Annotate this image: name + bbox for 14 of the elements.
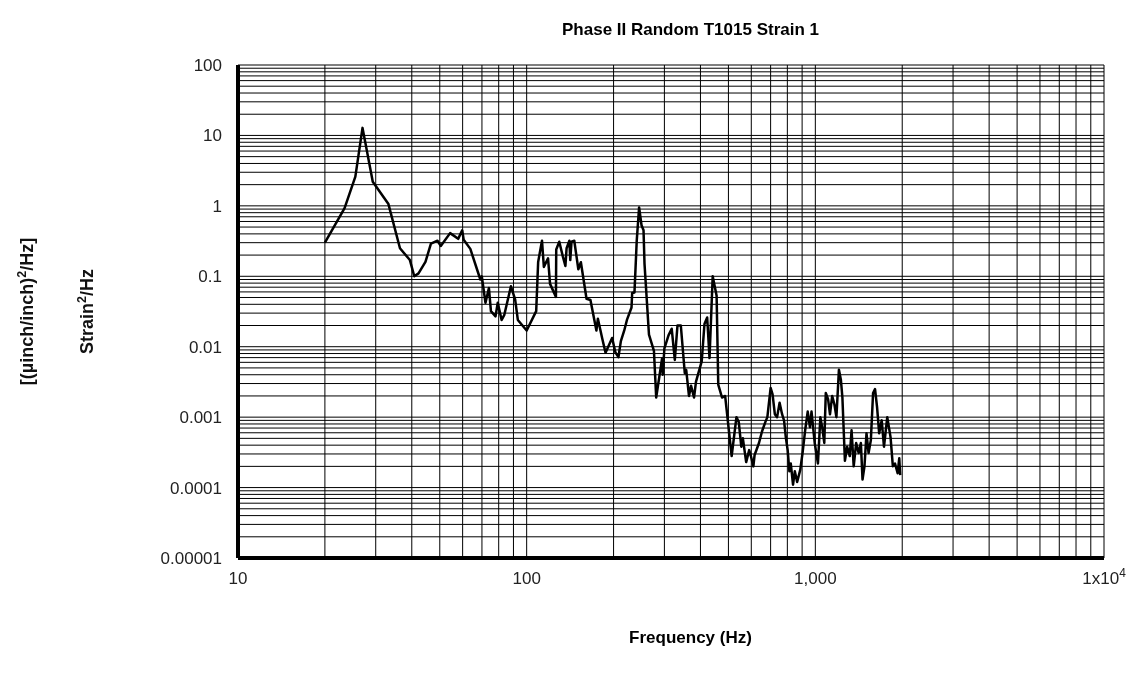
y-tick-label: 0.001 <box>179 408 222 428</box>
y-tick-label: 0.01 <box>188 337 222 357</box>
x-axis-title: Frequency (Hz) <box>628 628 753 648</box>
y-tick-label: 100 <box>193 56 222 75</box>
x-tick-label: 1x10$^{4}$ <box>1082 566 1127 588</box>
x-tick-label: 100 <box>512 569 541 588</box>
y-tick-label: 1 <box>212 196 222 216</box>
chart-title: Phase II Random T1015 Strain 1 <box>561 20 820 40</box>
y-tick-label: 0.00001 <box>160 549 222 568</box>
x-tick-label: 1,000 <box>794 569 837 588</box>
y-tick-label: 10 <box>203 126 222 146</box>
y-tick-label: 0.1 <box>198 267 222 287</box>
x-tick-label: 10 <box>228 569 248 588</box>
y-tick-label: 0.0001 <box>170 478 222 498</box>
